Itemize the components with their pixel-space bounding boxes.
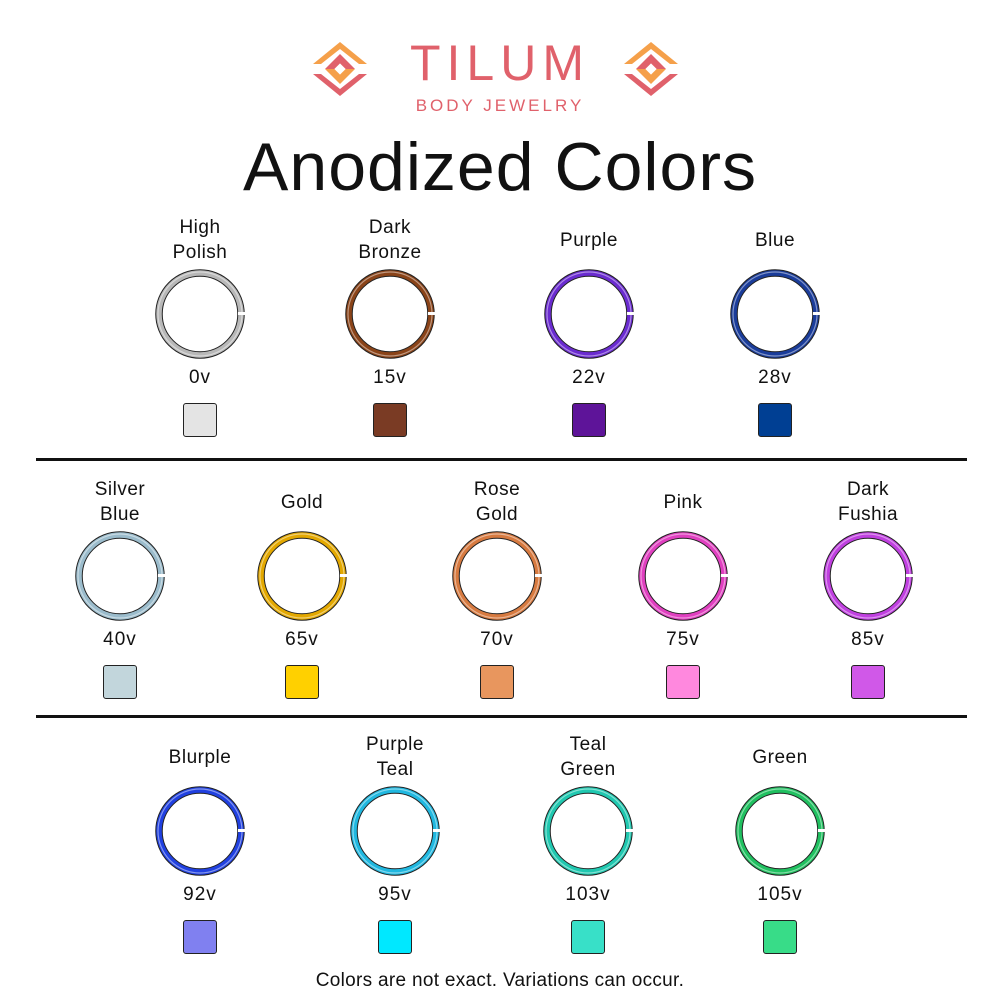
color-name: Pink (664, 474, 703, 530)
color-option: Rose Gold 70v (407, 474, 587, 699)
color-name: Silver Blue (95, 474, 146, 530)
color-name-line: Dark (368, 217, 412, 238)
color-name: Purple (560, 212, 618, 268)
brand-emblem-right-icon (624, 42, 678, 96)
voltage-label: 105v (757, 884, 803, 905)
disclaimer: Colors are not exact. Variations can occ… (315, 970, 685, 991)
ring-icon (155, 786, 246, 876)
brand-name: TILUM (410, 35, 590, 91)
ring-icon (823, 531, 914, 621)
ring-icon (452, 531, 543, 621)
color-swatch (378, 920, 412, 954)
color-option: Green 105v (690, 729, 870, 954)
color-name-line: Gold (475, 504, 519, 525)
color-name: Green (752, 729, 807, 785)
color-name-line: Pink (663, 491, 703, 513)
color-name: Dark Bronze (358, 212, 421, 268)
color-option: Pink 75v (593, 474, 773, 699)
color-option: Teal Green 103v (498, 729, 678, 954)
voltage-label: 103v (565, 884, 611, 905)
color-name-line: Dark (846, 479, 890, 500)
brand-tagline: BODY JEWELRY (415, 96, 585, 115)
color-name-line: Green (560, 759, 616, 780)
color-option: Gold 65v (212, 474, 392, 699)
voltage-label: 85v (851, 629, 885, 650)
ring-icon (544, 269, 635, 359)
color-swatch (103, 665, 137, 699)
color-name-line: Gold (280, 491, 324, 513)
voltage-label: 95v (378, 884, 412, 905)
color-name-line: Green (752, 746, 808, 768)
color-name-line: Blue (754, 229, 796, 251)
color-option: Purple 22v (499, 212, 679, 437)
color-option: Purple Teal 95v (305, 729, 485, 954)
color-name-line: Rose (473, 479, 521, 500)
color-swatch (183, 920, 217, 954)
row-divider (36, 715, 967, 718)
color-name-line: Purple (560, 229, 618, 251)
color-name-line: Fushia (837, 504, 899, 525)
ring-icon (75, 531, 166, 621)
color-name-line: High (179, 217, 221, 238)
ring-icon (350, 786, 441, 876)
color-name-line: Blurple (168, 746, 232, 768)
voltage-label: 0v (188, 367, 212, 388)
voltage-label: 65v (285, 629, 319, 650)
voltage-label: 40v (103, 629, 137, 650)
voltage-label: 92v (183, 884, 217, 905)
color-swatch (572, 403, 606, 437)
color-name-line: Polish (172, 242, 228, 263)
color-swatch (183, 403, 217, 437)
ring-icon (638, 531, 729, 621)
voltage-label: 28v (758, 367, 792, 388)
ring-icon (345, 269, 436, 359)
color-name-line: Teal (569, 734, 607, 755)
voltage-label: 75v (666, 629, 700, 650)
ring-icon (257, 531, 348, 621)
brand-emblem-left-icon (313, 42, 367, 96)
color-name-line: Silver (94, 479, 146, 500)
voltage-label: 15v (373, 367, 407, 388)
color-name: Teal Green (560, 729, 615, 785)
color-name-line: Bronze (358, 242, 422, 263)
color-swatch (851, 665, 885, 699)
color-option: Blue 28v (685, 212, 865, 437)
page-title: Anodized Colors (243, 129, 757, 205)
color-swatch (666, 665, 700, 699)
color-swatch (571, 920, 605, 954)
color-option: Silver Blue 40v (30, 474, 210, 699)
color-name: Blurple (169, 729, 232, 785)
color-name: Purple Teal (366, 729, 424, 785)
ring-icon (735, 786, 826, 876)
voltage-label: 70v (480, 629, 514, 650)
color-name: Rose Gold (474, 474, 520, 530)
ring-icon (543, 786, 634, 876)
color-option: Dark Bronze 15v (300, 212, 480, 437)
ring-icon (730, 269, 821, 359)
color-swatch (373, 403, 407, 437)
color-option: Dark Fushia 85v (778, 474, 958, 699)
color-option: High Polish 0v (110, 212, 290, 437)
color-name: Dark Fushia (838, 474, 898, 530)
row-divider (36, 458, 967, 461)
color-swatch (758, 403, 792, 437)
color-name-line: Blue (99, 504, 140, 525)
color-name: High Polish (173, 212, 228, 268)
color-swatch (285, 665, 319, 699)
color-option: Blurple 92v (110, 729, 290, 954)
color-swatch (480, 665, 514, 699)
color-swatch (763, 920, 797, 954)
color-name: Gold (281, 474, 323, 530)
color-name: Blue (755, 212, 795, 268)
ring-icon (155, 269, 246, 359)
voltage-label: 22v (572, 367, 606, 388)
color-name-line: Purple (366, 734, 424, 755)
color-name-line: Teal (376, 759, 414, 780)
